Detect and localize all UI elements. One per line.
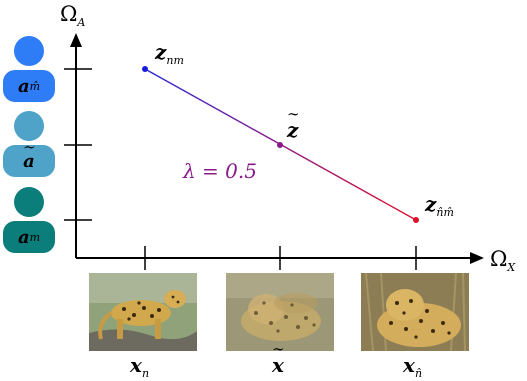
- leopard-standing-photo: [89, 273, 197, 351]
- point-z-nm: [142, 66, 148, 72]
- y-axis-arrow-icon: [70, 33, 82, 47]
- x-axis-label: ΩX: [490, 247, 516, 275]
- label-z-hat: zn̂m̂: [425, 192, 454, 219]
- avatar-head-icon: [14, 111, 44, 141]
- leopard-lying-icon: [361, 273, 469, 351]
- legend-a-tilde: a: [0, 111, 58, 179]
- label-z-mix: z: [287, 105, 299, 142]
- point-z-mix: [277, 142, 283, 148]
- x-axis-arrow-icon: [470, 252, 484, 264]
- legend-a-hat-m: a m̂: [0, 36, 58, 104]
- leopard-blended-photo: [226, 273, 334, 351]
- caption-x-tilde: x: [272, 340, 284, 377]
- leopard-lying-photo: [361, 273, 469, 351]
- leopard-standing-icon: [89, 273, 197, 351]
- leopard-blended-icon: [226, 273, 334, 351]
- caption-x-n: xn: [130, 353, 150, 380]
- avatar-head-icon: [14, 187, 44, 217]
- legend-pill-a-tilde: a: [3, 138, 55, 177]
- caption-x-hat-n: xn̂: [403, 353, 423, 380]
- label-z-nm: znm: [155, 40, 184, 67]
- legend-pill-a-hat-m: a m̂: [3, 70, 55, 102]
- avatar-head-icon: [14, 36, 44, 66]
- lambda-label: λ = 0.5: [183, 159, 257, 183]
- y-axis-label: ΩA: [60, 2, 86, 30]
- point-z-hat: [413, 217, 419, 223]
